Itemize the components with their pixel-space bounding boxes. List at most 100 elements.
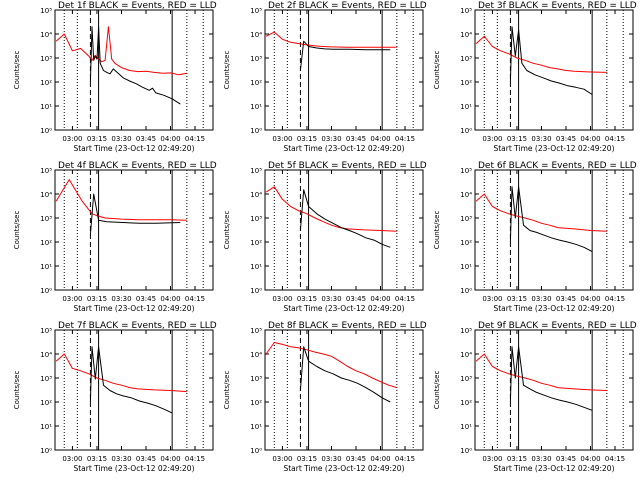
y-tick-label: 10³ xyxy=(460,375,472,383)
x-tick-label: 03:45 xyxy=(136,135,156,143)
x-axis-label: Start Time (23-Oct-12 02:49:20) xyxy=(493,144,614,153)
y-tick-label: 10⁵ xyxy=(460,327,472,335)
x-tick-label: 04:15 xyxy=(395,455,415,463)
x-tick-label: 03:30 xyxy=(321,295,341,303)
y-axis-label: Counts/sec xyxy=(13,211,21,250)
y-tick-label: 10¹ xyxy=(460,263,472,271)
x-tick-label: 03:15 xyxy=(87,295,107,303)
x-tick-label: 03:30 xyxy=(111,455,131,463)
series-line-lld xyxy=(265,342,397,389)
y-tick-label: 10⁰ xyxy=(250,127,262,135)
y-tick-label: 10¹ xyxy=(460,103,472,111)
y-tick-label: 10¹ xyxy=(250,423,262,431)
plot-frame xyxy=(264,169,424,291)
y-tick-label: 10¹ xyxy=(40,103,52,111)
x-tick-label: 03:30 xyxy=(531,455,551,463)
series-line-lld xyxy=(475,35,607,73)
x-tick-label: 04:15 xyxy=(605,455,625,463)
chart-panel-1: Det 1f BLACK = Events, RED = LLD 10⁰ 10¹ 10… xyxy=(13,1,217,153)
y-tick-label: 10⁴ xyxy=(250,31,262,39)
plot-frame xyxy=(474,169,634,291)
y-tick-label: 10⁵ xyxy=(460,7,472,15)
x-tick-label: 03:30 xyxy=(531,295,551,303)
x-tick-label: 03:00 xyxy=(482,455,502,463)
y-tick-label: 10⁵ xyxy=(40,327,52,335)
y-tick-label: 10³ xyxy=(460,215,472,223)
y-tick-label: 10² xyxy=(40,79,52,87)
chart-title: Det 4f BLACK = Events, RED = LLD xyxy=(58,161,217,171)
y-tick-label: 10⁰ xyxy=(460,447,472,455)
chart-panel-9: Det 9f BLACK = Events, RED = LLD 10⁰ 10¹ 10… xyxy=(433,321,637,473)
chart-panel-6: Det 6f BLACK = Events, RED = LLD 10⁰ 10¹ 10… xyxy=(433,161,637,313)
y-axis-label: Counts/sec xyxy=(223,211,231,250)
x-tick-label: 03:00 xyxy=(272,135,292,143)
series-line-lld xyxy=(55,353,187,393)
series-line-events xyxy=(509,26,593,95)
y-axis-label: Counts/sec xyxy=(223,51,231,90)
plot-frame xyxy=(474,9,634,131)
chart-title: Det 8f BLACK = Events, RED = LLD xyxy=(268,321,427,331)
y-tick-label: 10³ xyxy=(40,55,52,63)
y-tick-label: 10⁰ xyxy=(460,127,472,135)
y-tick-label: 10² xyxy=(40,399,52,407)
y-tick-label: 10² xyxy=(250,79,262,87)
y-tick-label: 10³ xyxy=(40,375,52,383)
series-line-lld xyxy=(475,193,607,232)
x-tick-label: 03:45 xyxy=(346,135,366,143)
y-tick-label: 10⁴ xyxy=(40,191,52,199)
series-line-events xyxy=(89,193,181,235)
y-tick-label: 10⁵ xyxy=(40,7,52,15)
x-tick-label: 03:45 xyxy=(136,455,156,463)
x-axis-label: Start Time (23-Oct-12 02:49:20) xyxy=(283,464,404,473)
x-tick-label: 04:15 xyxy=(395,295,415,303)
y-tick-label: 10⁴ xyxy=(250,191,262,199)
y-tick-label: 10⁵ xyxy=(250,327,262,335)
chart-title: Det 5f BLACK = Events, RED = LLD xyxy=(268,161,427,171)
y-tick-label: 10⁰ xyxy=(250,287,262,295)
y-tick-label: 10⁰ xyxy=(40,127,52,135)
y-tick-label: 10² xyxy=(250,239,262,247)
x-tick-label: 04:00 xyxy=(580,135,600,143)
x-tick-label: 03:00 xyxy=(482,295,502,303)
x-tick-label: 04:15 xyxy=(185,455,205,463)
y-tick-label: 10⁰ xyxy=(40,287,52,295)
y-tick-label: 10⁰ xyxy=(40,447,52,455)
x-tick-label: 03:15 xyxy=(297,455,317,463)
x-tick-label: 03:15 xyxy=(87,135,107,143)
x-tick-label: 03:15 xyxy=(507,455,527,463)
x-tick-label: 03:45 xyxy=(556,295,576,303)
x-axis-label: Start Time (23-Oct-12 02:49:20) xyxy=(283,144,404,153)
y-tick-label: 10¹ xyxy=(40,263,52,271)
x-tick-label: 04:00 xyxy=(160,455,180,463)
x-tick-label: 03:30 xyxy=(111,135,131,143)
chart-title: Det 1f BLACK = Events, RED = LLD xyxy=(58,1,217,11)
y-tick-label: 10⁴ xyxy=(40,351,52,359)
x-tick-label: 04:15 xyxy=(605,295,625,303)
x-tick-label: 03:15 xyxy=(297,135,317,143)
chart-title: Det 9f BLACK = Events, RED = LLD xyxy=(478,321,637,331)
x-tick-label: 03:45 xyxy=(556,455,576,463)
y-axis-label: Counts/sec xyxy=(223,371,231,410)
y-tick-label: 10⁰ xyxy=(250,447,262,455)
y-tick-label: 10⁰ xyxy=(460,287,472,295)
y-tick-label: 10⁵ xyxy=(460,167,472,175)
chart-panel-8: Det 8f BLACK = Events, RED = LLD 10⁰ 10¹ 10… xyxy=(223,321,427,473)
y-tick-label: 10⁴ xyxy=(460,351,472,359)
y-tick-label: 10² xyxy=(460,239,472,247)
y-tick-label: 10⁴ xyxy=(250,351,262,359)
y-tick-label: 10² xyxy=(40,239,52,247)
x-tick-label: 04:00 xyxy=(160,295,180,303)
x-tick-label: 03:30 xyxy=(321,135,341,143)
x-tick-label: 04:00 xyxy=(580,455,600,463)
y-tick-label: 10³ xyxy=(40,215,52,223)
x-tick-label: 04:00 xyxy=(370,455,390,463)
chart-panel-3: Det 3f BLACK = Events, RED = LLD 10⁰ 10¹ 10… xyxy=(433,1,637,153)
y-tick-label: 10⁵ xyxy=(250,7,262,15)
x-tick-label: 03:00 xyxy=(62,135,82,143)
x-tick-label: 03:00 xyxy=(482,135,502,143)
x-tick-label: 03:00 xyxy=(272,455,292,463)
series-line-lld xyxy=(475,353,607,391)
x-tick-label: 04:15 xyxy=(395,135,415,143)
plot-frame xyxy=(264,9,424,131)
